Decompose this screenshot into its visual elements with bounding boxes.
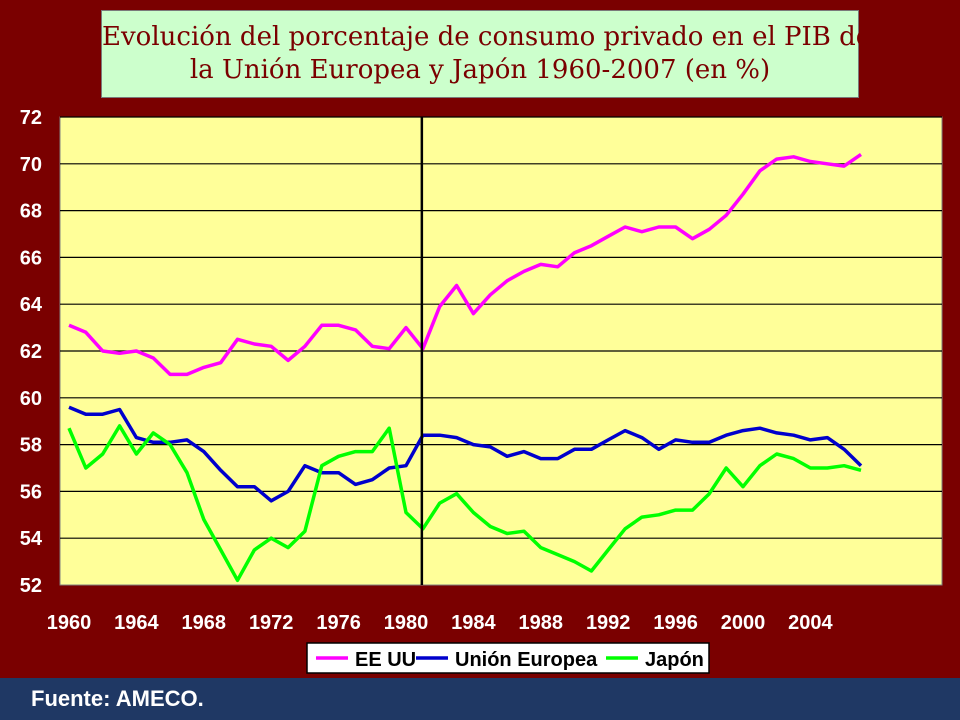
chart-title-line-1: Evolución del porcentaje de consumo priv…: [102, 22, 960, 52]
x-tick-label: 1992: [586, 612, 631, 634]
x-tick-label: 1968: [182, 612, 227, 634]
x-tick-label: 1964: [114, 612, 159, 634]
y-tick-label: 68: [20, 201, 42, 223]
series-line: [67, 424, 862, 583]
chart-title: Evolución del porcentaje de consumo priv…: [101, 10, 960, 98]
legend: EE UU Unión Europea Japón: [306, 642, 710, 674]
x-tick-label: 1972: [249, 612, 294, 634]
x-tick-label: 1984: [451, 612, 496, 634]
y-tick-label: 70: [20, 154, 42, 176]
x-tick-label: 2004: [788, 612, 833, 634]
y-tick-label: 64: [20, 294, 43, 316]
legend-box: [306, 642, 710, 674]
x-tick-label: 1960: [47, 612, 92, 634]
series-line: [68, 152, 862, 377]
y-tick-label: 52: [20, 575, 42, 597]
y-tick-label: 72: [20, 107, 42, 129]
source-note: Fuente: AMECO.: [31, 686, 204, 711]
x-tick-label: 1988: [519, 612, 564, 634]
y-tick-label: 58: [20, 435, 42, 457]
chart-panel: Evolución del porcentaje de consumo priv…: [0, 0, 960, 678]
y-tick-label: 54: [20, 528, 43, 550]
chart-title-line-2: la Unión Europea y Japón 1960-2007 (en %…: [189, 55, 771, 85]
y-tick-label: 66: [20, 247, 42, 269]
x-tick-label: 1976: [316, 612, 361, 634]
y-tick-label: 60: [20, 388, 42, 410]
legend-label: EE UU: [355, 649, 416, 671]
legend-label: Japón: [645, 649, 704, 671]
x-tick-label: 1980: [384, 612, 429, 634]
y-tick-label: 62: [20, 341, 42, 363]
series-line: [68, 405, 863, 503]
y-tick-label: 56: [20, 481, 42, 503]
x-tick-label: 1996: [653, 612, 698, 634]
legend-label: Unión Europea: [455, 649, 598, 671]
x-tick-label: 2000: [721, 612, 766, 634]
